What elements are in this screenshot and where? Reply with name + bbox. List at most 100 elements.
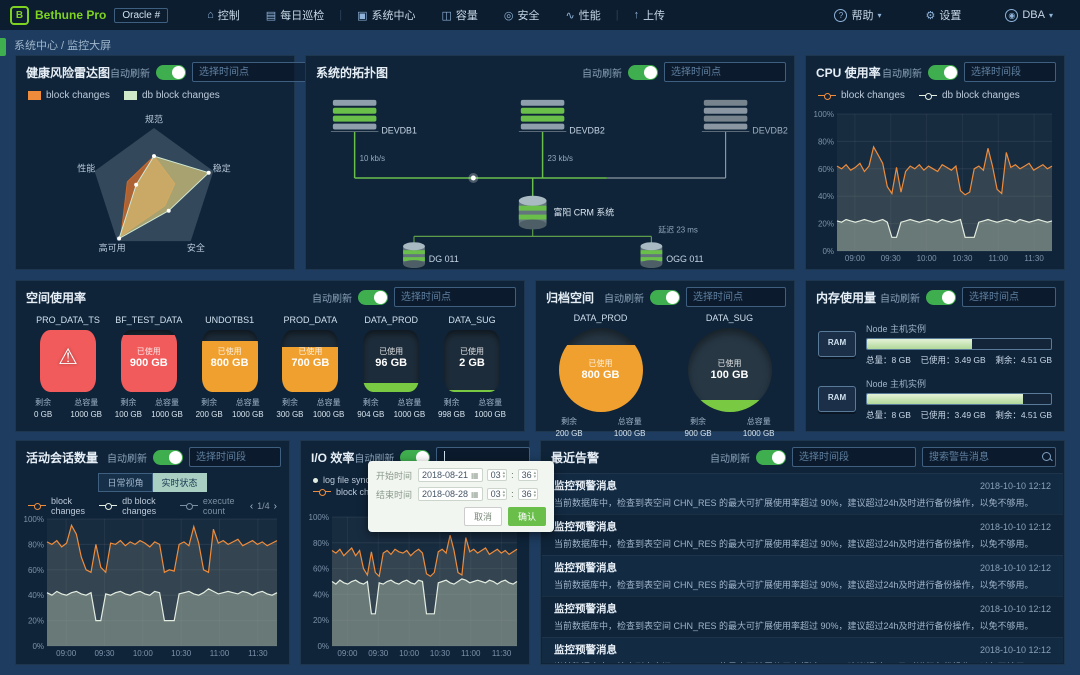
- time-point-input[interactable]: [664, 62, 786, 82]
- auto-refresh-toggle[interactable]: [156, 64, 187, 80]
- database-selector[interactable]: Oracle #: [114, 7, 169, 23]
- alert-row[interactable]: 监控预警消息 2018-10-10 12:12 当前数据库中，检查到表空间 CHN…: [542, 473, 1063, 514]
- alert-title: 监控预警消息: [554, 521, 617, 533]
- total-value: 1000 GB: [393, 410, 426, 419]
- legend-block-changes[interactable]: block changes: [28, 90, 110, 101]
- end-hour-stepper[interactable]: 03 ▴ ▾: [486, 488, 508, 500]
- panel-title: 系统的拓扑图: [316, 65, 389, 80]
- server-node-devdb2[interactable]: DEVDB2: [518, 99, 605, 136]
- stepper-arrows-icon[interactable]: ▴ ▾: [502, 470, 506, 480]
- time-range-input[interactable]: [792, 447, 916, 467]
- legend-block-changes[interactable]: block changes: [28, 496, 91, 516]
- nav-item-performance[interactable]: ∿ 性能: [565, 7, 600, 23]
- archive-card[interactable]: DATA_SUG 已使用 100 GB 剩余 900 GB 总容量 1000 GB: [675, 313, 785, 438]
- stepper-arrows-icon[interactable]: ▴ ▾: [533, 489, 537, 499]
- end-minute-stepper[interactable]: 36 ▴ ▾: [517, 488, 539, 500]
- cancel-button[interactable]: 取消: [463, 507, 502, 526]
- auto-refresh-toggle[interactable]: [756, 449, 786, 465]
- side-tag[interactable]: [0, 38, 6, 56]
- stepper-arrows-icon[interactable]: ▴ ▾: [533, 470, 537, 480]
- alert-row[interactable]: 监控预警消息 2018-10-10 12:12 当前数据库中，检查到表空间 CHN…: [542, 555, 1063, 596]
- auto-refresh-toggle[interactable]: [628, 64, 658, 80]
- svg-text:11:00: 11:00: [989, 254, 1009, 263]
- legend-log-file-sync[interactable]: log file sync: [313, 475, 370, 485]
- view-realtime-button[interactable]: 实时状态: [152, 473, 207, 492]
- alert-search-input[interactable]: [922, 447, 1056, 468]
- stepper-arrows-icon[interactable]: ▴ ▾: [502, 489, 506, 499]
- alert-body: 当前数据库中，检查到表空间 CHN_RES 的最大可扩展使用率超过 90%，建议…: [554, 498, 1034, 508]
- time-point-input[interactable]: [962, 287, 1056, 307]
- user-menu[interactable]: ◉ DBA ▾: [1005, 8, 1053, 22]
- legend-execute-count[interactable]: execute count: [179, 496, 242, 516]
- used-label: 已使用: [217, 347, 242, 356]
- start-date-value: 2018-08-21: [422, 470, 469, 480]
- memory-bar: [866, 338, 1052, 350]
- nav-item-upload[interactable]: ↑ 上传: [634, 7, 666, 23]
- tablespace-card[interactable]: UNDOTBS1 已使用 800 GB 剩余 200 GB 总容量 1000 GB: [192, 315, 268, 419]
- confirm-button[interactable]: 确认: [507, 507, 546, 526]
- tablespace-card[interactable]: PRO_DATA_TS ⚠ 剩余 0 GB 总容量 1000 GB: [30, 315, 106, 419]
- start-date-input[interactable]: 2018-08-21 ▦: [418, 468, 483, 482]
- pager-next-icon[interactable]: ›: [273, 500, 278, 512]
- database-node-ogg[interactable]: OGG 011: [640, 242, 704, 269]
- nav-item-security[interactable]: ◎ 安全: [504, 7, 540, 23]
- legend-line-marker: [28, 502, 46, 510]
- time-range-input[interactable]: [964, 62, 1056, 82]
- tablespace-card[interactable]: PROD_DATA 已使用 700 GB 剩余 300 GB 总容量 1000 GB: [272, 315, 348, 419]
- alert-row[interactable]: 监控预警消息 2018-10-10 12:12 当前数据库中，检查到表空间 CHN…: [542, 637, 1063, 663]
- legend-db-block-changes[interactable]: db block changes: [123, 90, 220, 101]
- tablespace-cylinder: 已使用 900 GB: [120, 330, 177, 392]
- end-date-input[interactable]: 2018-08-28 ▦: [418, 487, 483, 501]
- database-node-dg[interactable]: DG 011: [403, 242, 459, 269]
- auto-refresh-toggle[interactable]: [928, 64, 958, 80]
- nav-item-daily-inspection[interactable]: ▤ 每日巡检: [266, 7, 324, 23]
- alert-row[interactable]: 监控预警消息 2018-10-10 12:12 当前数据库中，检查到表空间 CHN…: [542, 596, 1063, 637]
- help-menu[interactable]: ? 帮助 ▾: [834, 7, 881, 23]
- free-value: 904 GB: [357, 410, 385, 419]
- time-range-input[interactable]: [189, 447, 281, 467]
- view-daily-button[interactable]: 日常视角: [98, 473, 153, 492]
- server-node-devdb2-standby[interactable]: DEVDB2: [701, 99, 788, 136]
- nav-item-control[interactable]: ⌂ 控制: [207, 7, 240, 23]
- time-point-input[interactable]: [192, 62, 315, 82]
- alert-row[interactable]: 监控预警消息 2018-10-10 12:12 当前数据库中，检查到表空间 CHN…: [542, 514, 1063, 555]
- archive-card[interactable]: DATA_PROD 已使用 800 GB 剩余 200 GB 总容量 1000 GB: [546, 313, 656, 438]
- legend-line-marker: [918, 92, 937, 100]
- pager-value: 1/4: [257, 501, 270, 511]
- settings-menu[interactable]: ⚙ 设置: [925, 7, 961, 23]
- legend-db-block-changes[interactable]: db block changes: [918, 90, 1020, 101]
- nav-label: 每日巡检: [280, 10, 325, 22]
- bethune-logo-icon: B: [10, 5, 29, 25]
- tablespace-name: BF_TEST_DATA: [115, 315, 183, 325]
- legend-block-changes[interactable]: block changes: [818, 90, 905, 101]
- auto-refresh-toggle[interactable]: [926, 289, 956, 305]
- nav-item-system-center[interactable]: ▣ 系统中心: [357, 7, 415, 23]
- used-label: 已使用: [717, 359, 742, 368]
- svg-text:40%: 40%: [28, 591, 44, 600]
- auto-refresh-toggle[interactable]: [400, 449, 431, 465]
- auto-refresh-toggle[interactable]: [650, 289, 680, 305]
- start-minute-stepper[interactable]: 36 ▴ ▾: [517, 469, 539, 481]
- tablespace-card[interactable]: BF_TEST_DATA 已使用 900 GB 剩余 100 GB 总容量 1000 …: [111, 315, 187, 419]
- chevron-down-icon: ▾: [877, 10, 882, 20]
- time-point-input[interactable]: [394, 287, 516, 307]
- tablespace-card[interactable]: DATA_PROD 已使用 96 GB 剩余 904 GB 总容量 1000 GB: [353, 315, 429, 419]
- start-hour-stepper[interactable]: 03 ▴ ▾: [486, 469, 508, 481]
- pager-prev-icon[interactable]: ‹: [249, 500, 254, 512]
- panel-title: I/O 效率: [311, 450, 355, 465]
- auto-refresh-toggle[interactable]: [153, 449, 183, 465]
- auto-refresh-toggle[interactable]: [358, 289, 388, 305]
- search-icon[interactable]: [1042, 451, 1051, 461]
- daily-report-icon: ▤: [265, 9, 277, 22]
- server-node-devdb1[interactable]: DEVDB1: [330, 99, 417, 136]
- time-point-input[interactable]: [686, 287, 786, 307]
- nav-item-capacity[interactable]: ◫ 容量: [441, 7, 477, 23]
- tablespace-card[interactable]: DATA_SUG 已使用 2 GB 剩余 998 GB 总容量 1000 GB: [434, 315, 510, 419]
- auto-refresh-label: 自动刷新: [880, 293, 920, 305]
- database-node-crm[interactable]: 富阳 CRM 系统: [518, 195, 614, 230]
- legend-block-changes[interactable]: block changes: [313, 487, 394, 497]
- tablespace-name: UNDOTBS1: [205, 315, 255, 325]
- alert-body: 当前数据库中，检查到表空间 CHN_RES 的最大可扩展使用率超过 90%，建议…: [554, 539, 1034, 549]
- legend-db-block-changes[interactable]: db block changes: [99, 496, 172, 516]
